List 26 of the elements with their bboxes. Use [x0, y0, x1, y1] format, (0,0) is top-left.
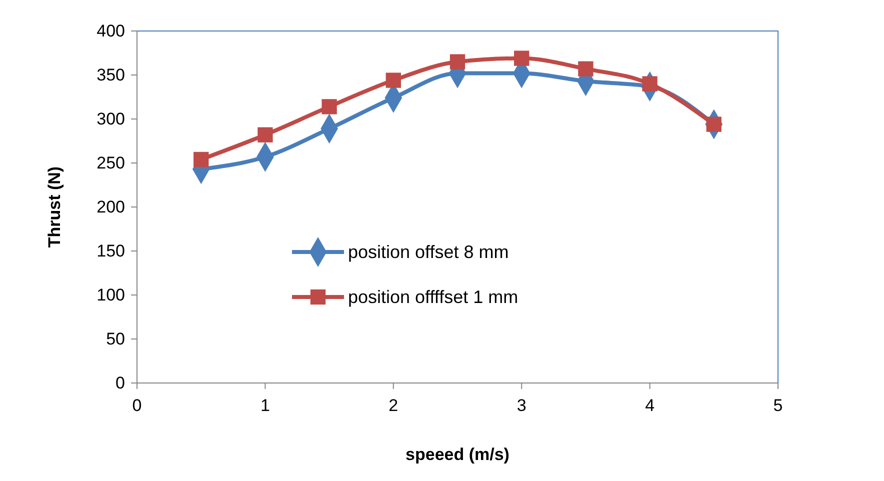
legend-label: position offffset 1 mm	[348, 287, 518, 307]
y-tick-label: 350	[96, 65, 125, 84]
x-tick-label: 1	[260, 396, 270, 416]
point	[578, 61, 594, 76]
x-tick-label: 2	[388, 396, 398, 416]
point	[322, 99, 337, 114]
point	[258, 127, 273, 142]
x-tick-label: 4	[645, 396, 655, 416]
point	[194, 152, 209, 168]
x-axis-title: speeed (m/s)	[406, 445, 510, 464]
legend-label: position offset 8 mm	[348, 242, 509, 262]
point	[386, 72, 401, 88]
y-tick-label: 0	[116, 373, 125, 392]
point	[514, 50, 530, 66]
x-tick-label: 0	[132, 396, 142, 416]
point	[450, 54, 466, 70]
x-tick-label: 3	[516, 396, 526, 416]
y-tick-label: 200	[96, 197, 125, 216]
x-tick-label: 5	[773, 396, 783, 416]
y-tick-label: 400	[96, 21, 125, 40]
y-tick-label: 100	[96, 285, 125, 304]
y-tick-label: 250	[96, 153, 125, 172]
y-tick-label: 300	[96, 109, 125, 128]
y-axis-title: Thrust (N)	[45, 166, 64, 248]
y-tick-label: 50	[106, 329, 125, 348]
y-tick-label: 150	[96, 241, 125, 260]
